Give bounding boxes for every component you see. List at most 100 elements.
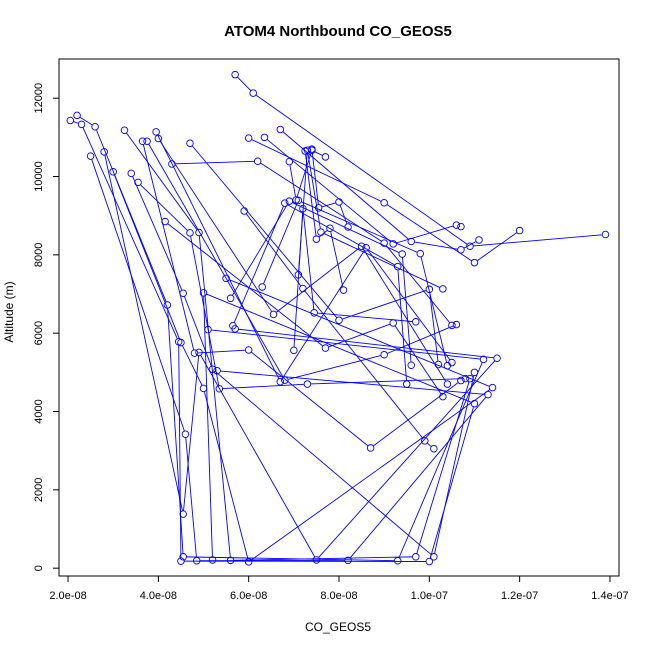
data-point [249,89,257,97]
data-point [231,70,239,79]
series-line-segment [167,223,323,347]
data-point [380,239,388,247]
data-point [421,437,429,445]
data-point [484,390,492,399]
y-tick-label: 0 [33,565,45,571]
series-line-segment [427,442,432,447]
data-point [398,250,406,258]
data-point [127,169,136,178]
series-line-segment [367,250,451,361]
series-line-segment [317,312,413,322]
data-point [430,553,438,561]
data-point [412,553,420,561]
data-point [425,285,434,294]
data-point [457,222,465,231]
data-point [253,157,262,165]
series-line-segment [237,76,252,91]
series-line-segment [429,406,474,559]
data-point [299,204,307,213]
data-point [285,197,294,205]
series-line-segment [142,144,195,350]
data-point [179,289,187,297]
chart-title: ATOM4 Northbound CO_GEOS5 [224,23,452,40]
series-line-segment [402,257,412,362]
data-point [195,348,203,357]
series-line-segment [429,292,439,362]
series-line-segment [397,270,407,381]
series-line-segment [396,225,454,244]
data-point [199,384,208,393]
series-line-segment [302,212,315,310]
data-point [294,196,303,205]
series-line-segment [233,206,284,323]
series-line-segment [203,391,249,559]
data-point [179,553,187,561]
y-tick-label: 10000 [33,161,45,192]
data-point [443,380,452,388]
data-point [109,168,117,176]
data-point [163,301,172,309]
x-tick-label: 1.0e-07 [411,590,448,602]
data-point [100,148,108,156]
data-point [134,178,142,187]
series-line-segment [132,176,183,291]
data-point [389,319,397,327]
series-lines [73,76,603,562]
data-point [312,556,321,564]
data-point [190,349,199,357]
data-point [303,380,312,388]
data-point [321,153,330,161]
data-point [120,126,129,135]
y-tick-label: 6000 [33,321,45,345]
y-tick-label: 8000 [33,243,45,267]
data-point [357,242,366,250]
series-line-segment [288,355,381,380]
data-point [77,120,86,129]
data-point [138,137,147,145]
series-line-segment [251,351,369,447]
data-point [303,146,312,155]
series-line-segment [82,127,178,339]
data-point [470,368,479,377]
series-line-segment [311,152,319,205]
series-line-segment [251,139,382,202]
data-point [335,198,343,206]
data-point [407,361,416,370]
series-line-segment [263,203,298,284]
y-axis-label: Altitude (m) [2,281,16,342]
data-point [195,228,203,237]
series-line-segment [140,184,188,231]
data-point [466,242,474,250]
data-point [269,310,278,319]
data-point [457,245,465,254]
data-point [380,350,388,359]
series-line-segment [281,250,365,380]
series-line-segment [104,155,183,511]
series-line-segment [191,145,338,318]
series-line-segment [73,121,79,124]
data-point [186,229,194,237]
data-point [186,139,194,147]
data-point [314,204,323,212]
data-point [229,321,237,330]
series-line-segment [185,437,197,558]
data-point [154,134,163,143]
data-point [177,338,185,347]
data-point [192,556,201,565]
series-line-segment [463,241,477,249]
data-point [344,556,352,565]
series-line-segment [200,355,316,558]
series-line-segment [175,160,255,165]
series-line-segment [214,371,432,555]
data-point [208,365,217,373]
data-point [276,377,285,386]
data-point [143,137,151,145]
series-line-segment [222,383,304,390]
data-point [412,318,420,326]
x-axis-label: CO_GEOS5 [305,620,371,634]
series-line-segment [178,345,182,558]
data-point [452,221,461,229]
y-axis: 0 2000 4000 6000 8000 10000 12000 [33,83,60,571]
series-line-segment [416,381,470,554]
